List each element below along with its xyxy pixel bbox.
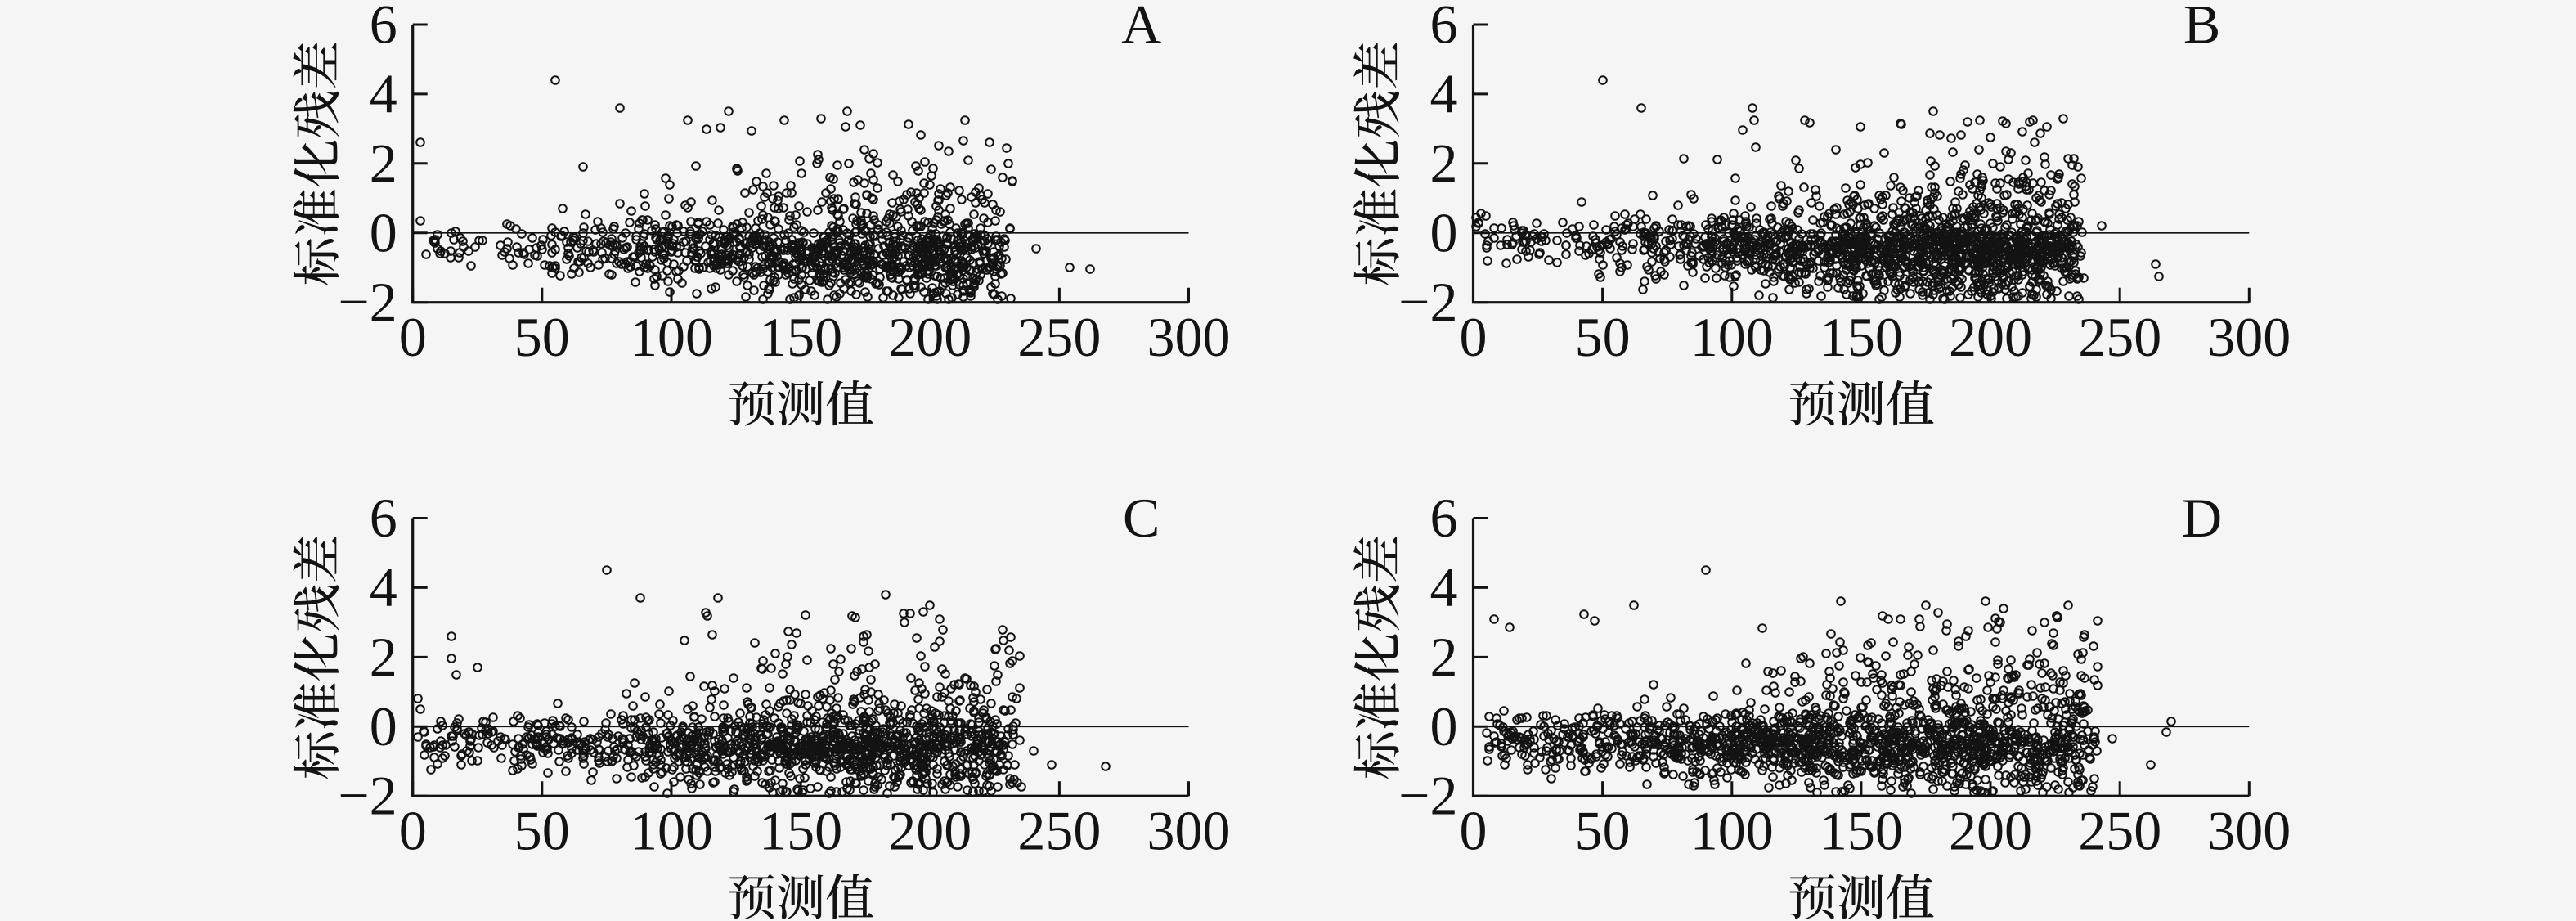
- svg-text:300: 300: [2207, 306, 2291, 368]
- svg-text:300: 300: [1147, 306, 1231, 368]
- svg-text:2: 2: [1430, 626, 1458, 688]
- svg-text:−2: −2: [1398, 271, 1457, 333]
- svg-text:2: 2: [370, 626, 397, 688]
- svg-text:6: 6: [1430, 0, 1458, 56]
- svg-text:250: 250: [1017, 800, 1101, 862]
- svg-text:4: 4: [370, 62, 397, 124]
- svg-text:200: 200: [1949, 800, 2032, 862]
- svg-text:6: 6: [1430, 487, 1458, 549]
- svg-text:150: 150: [759, 800, 842, 862]
- svg-text:200: 200: [1949, 306, 2032, 368]
- svg-text:250: 250: [1017, 306, 1101, 368]
- svg-text:250: 250: [2078, 800, 2161, 862]
- svg-text:300: 300: [1147, 800, 1231, 862]
- svg-text:6: 6: [370, 487, 397, 549]
- svg-text:0: 0: [399, 800, 427, 862]
- svg-text:4: 4: [1430, 556, 1458, 618]
- svg-text:6: 6: [370, 0, 397, 56]
- svg-text:100: 100: [1690, 306, 1774, 368]
- svg-text:150: 150: [759, 306, 842, 368]
- svg-text:150: 150: [1820, 306, 1903, 368]
- svg-text:−2: −2: [1398, 765, 1457, 827]
- svg-text:100: 100: [630, 800, 713, 862]
- svg-text:4: 4: [1430, 62, 1458, 124]
- svg-text:50: 50: [514, 306, 570, 368]
- svg-text:50: 50: [1575, 800, 1631, 862]
- svg-text:A: A: [1121, 0, 1161, 56]
- svg-text:200: 200: [888, 306, 972, 368]
- svg-text:300: 300: [2207, 800, 2291, 862]
- svg-text:0: 0: [370, 201, 397, 263]
- svg-text:0: 0: [370, 695, 397, 757]
- svg-text:100: 100: [630, 306, 713, 368]
- svg-text:150: 150: [1820, 800, 1903, 862]
- svg-text:0: 0: [399, 306, 427, 368]
- svg-text:250: 250: [2078, 306, 2161, 368]
- svg-text:50: 50: [1575, 306, 1631, 368]
- svg-text:50: 50: [514, 800, 570, 862]
- svg-text:100: 100: [1690, 800, 1774, 862]
- svg-text:C: C: [1123, 487, 1160, 549]
- svg-text:B: B: [2183, 0, 2220, 56]
- svg-text:4: 4: [370, 556, 397, 618]
- svg-text:D: D: [2182, 487, 2222, 549]
- svg-text:−2: −2: [338, 765, 397, 827]
- svg-text:200: 200: [888, 800, 972, 862]
- svg-text:0: 0: [1430, 695, 1458, 757]
- svg-text:0: 0: [1460, 306, 1488, 368]
- svg-text:2: 2: [1430, 132, 1458, 194]
- svg-text:0: 0: [1430, 201, 1458, 263]
- svg-text:2: 2: [370, 132, 397, 194]
- svg-text:−2: −2: [338, 271, 397, 333]
- svg-text:0: 0: [1460, 800, 1488, 862]
